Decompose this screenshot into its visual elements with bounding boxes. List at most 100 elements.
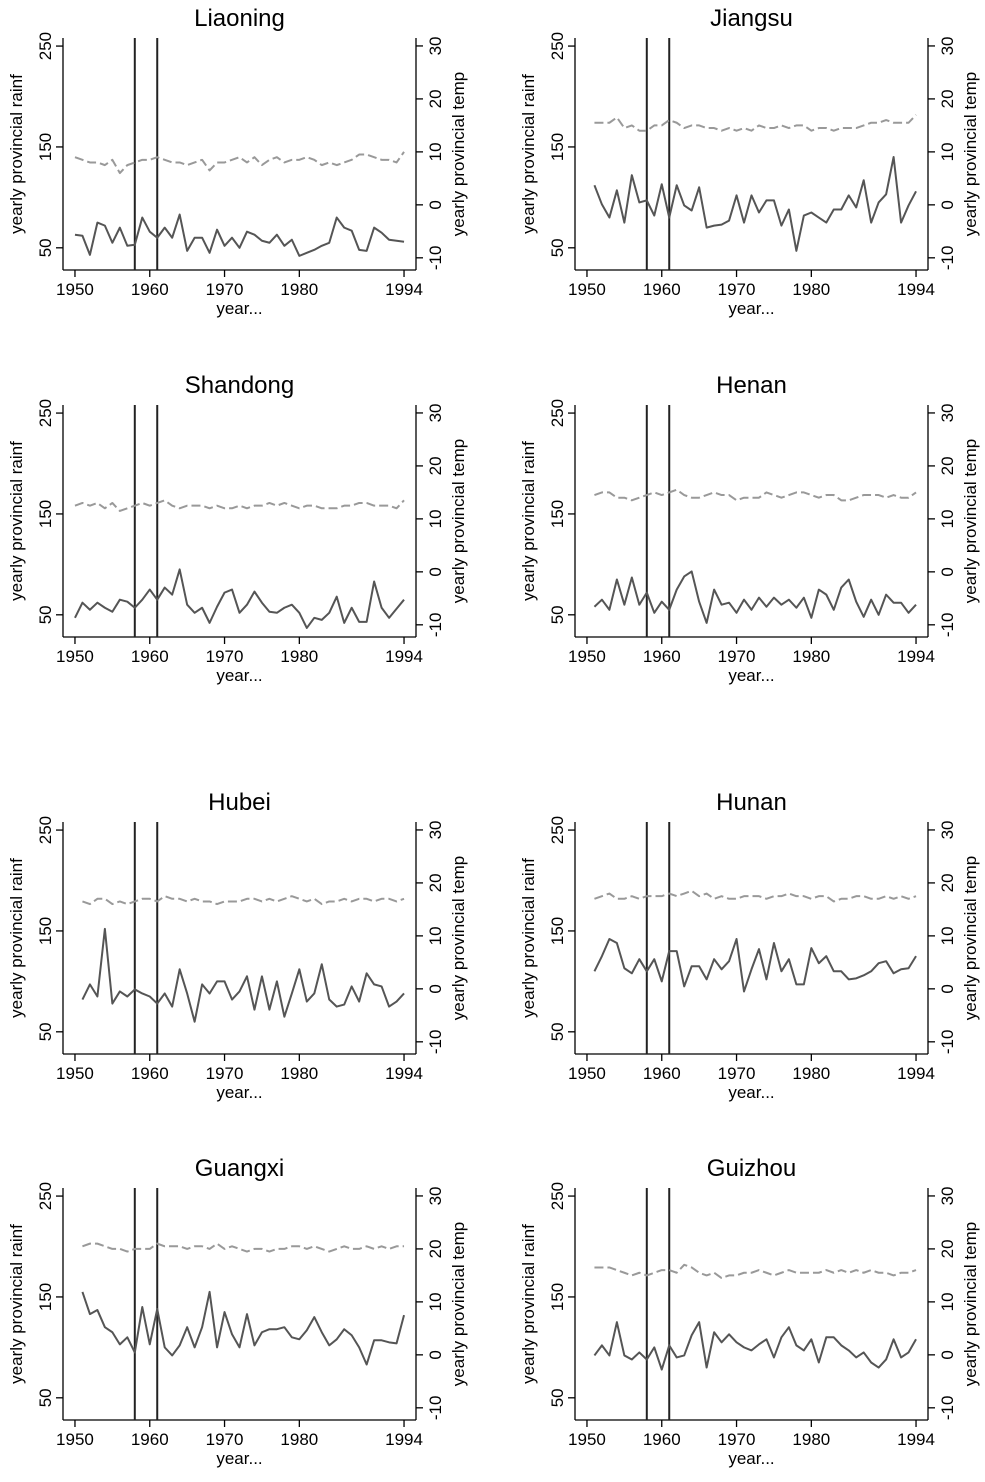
data-line xyxy=(81,927,405,1023)
y2-axis-label: yearly provincial temp xyxy=(961,856,980,1020)
x-tick-label: 1980 xyxy=(792,1064,830,1083)
data-line xyxy=(593,156,917,252)
x-tick-label: 1994 xyxy=(385,1430,423,1449)
y2-tick-label: 30 xyxy=(426,36,445,55)
y2-tick-label: 20 xyxy=(426,1239,445,1258)
x-tick-label: 1960 xyxy=(131,1064,169,1083)
panel: Guizhou 1950 1960 1970 1980 1994 50 150 250 -10 0 1… xyxy=(519,1155,980,1468)
x-axis-label: year... xyxy=(728,299,774,318)
y2-tick-label: 30 xyxy=(938,820,957,839)
x-tick-label: 1950 xyxy=(56,647,94,666)
y-tick-label: 50 xyxy=(36,1388,55,1407)
x-tick-label: 1980 xyxy=(792,1430,830,1449)
y2-tick-label: 10 xyxy=(426,926,445,945)
y2-tick-label: 0 xyxy=(938,1350,957,1359)
y-tick-label: 150 xyxy=(548,1283,567,1311)
x-axis-label: year... xyxy=(216,1449,262,1468)
y-tick-label: 50 xyxy=(548,605,567,624)
x-tick-label: 1970 xyxy=(718,1064,756,1083)
x-tick-label: 1994 xyxy=(385,280,423,299)
y2-tick-label: 30 xyxy=(938,403,957,422)
y2-tick-label: 30 xyxy=(938,1186,957,1205)
y2-tick-label: 10 xyxy=(938,1292,957,1311)
y-tick-label: 50 xyxy=(548,1388,567,1407)
y-tick-label: 250 xyxy=(36,32,55,60)
y-tick-label: 150 xyxy=(36,1283,55,1311)
y2-tick-label: -10 xyxy=(426,1396,445,1421)
y2-tick-label: -10 xyxy=(426,613,445,638)
x-axis-label: year... xyxy=(216,666,262,685)
y2-tick-label: 0 xyxy=(426,984,445,993)
y-tick-label: 50 xyxy=(548,1022,567,1041)
x-tick-label: 1950 xyxy=(568,1430,606,1449)
y-tick-label: 150 xyxy=(548,500,567,528)
y2-tick-label: 0 xyxy=(426,200,445,209)
x-tick-label: 1970 xyxy=(718,1430,756,1449)
x-tick-label: 1960 xyxy=(131,647,169,666)
y-axis-label: yearly provincial rainf xyxy=(7,1224,26,1384)
x-tick-label: 1970 xyxy=(718,647,756,666)
y-axis-label: yearly provincial rainf xyxy=(519,858,538,1018)
y-tick-label: 150 xyxy=(548,917,567,945)
y2-axis-label: yearly provincial temp xyxy=(449,72,468,236)
y2-tick-label: -10 xyxy=(938,613,957,638)
y2-tick-label: 0 xyxy=(938,984,957,993)
data-line xyxy=(74,568,405,629)
y2-tick-label: 30 xyxy=(938,36,957,55)
y2-tick-label: 0 xyxy=(938,567,957,576)
data-line xyxy=(82,895,405,906)
data-line xyxy=(74,499,405,512)
data-line xyxy=(593,938,917,993)
x-tick-label: 1980 xyxy=(280,280,318,299)
chart-title: Hubei xyxy=(208,789,271,816)
y2-tick-label: 20 xyxy=(426,456,445,475)
y2-tick-label: -10 xyxy=(426,1030,445,1055)
x-axis-label: year... xyxy=(728,1083,774,1102)
data-line xyxy=(594,488,917,502)
panel: Henan 1950 1960 1970 1980 1994 50 150 250 -10 0 10 2… xyxy=(519,372,980,685)
y2-tick-label: 30 xyxy=(426,820,445,839)
y-tick-label: 250 xyxy=(548,32,567,60)
y2-tick-label: 10 xyxy=(938,509,957,528)
panel: Hunan 1950 1960 1970 1980 1994 50 150 250 -10 0 10 2… xyxy=(519,789,980,1102)
y-axis-label: yearly provincial rainf xyxy=(519,74,538,234)
y-tick-label: 250 xyxy=(36,816,55,844)
y2-tick-label: 30 xyxy=(426,403,445,422)
y2-tick-label: 20 xyxy=(938,1239,957,1258)
y2-axis-label: yearly provincial temp xyxy=(961,1222,980,1386)
x-tick-label: 1994 xyxy=(897,1064,935,1083)
x-tick-label: 1980 xyxy=(792,647,830,666)
panel: Hubei 1950 1960 1970 1980 1994 50 150 250 -10 0 10 2… xyxy=(7,789,468,1102)
x-tick-label: 1950 xyxy=(568,280,606,299)
y2-tick-label: 0 xyxy=(426,567,445,576)
data-line xyxy=(593,570,917,624)
y-tick-label: 150 xyxy=(36,133,55,161)
x-tick-label: 1980 xyxy=(792,280,830,299)
y-tick-label: 150 xyxy=(36,917,55,945)
y2-tick-label: -10 xyxy=(938,1396,957,1421)
y2-tick-label: 0 xyxy=(938,200,957,209)
y2-tick-label: 10 xyxy=(426,1292,445,1311)
panel: Liaoning 1950 1960 1970 1980 1994 50 150 250 -10 0… xyxy=(7,5,468,318)
y2-tick-label: 20 xyxy=(938,873,957,892)
x-tick-label: 1970 xyxy=(206,1064,244,1083)
x-tick-label: 1980 xyxy=(280,1064,318,1083)
x-tick-label: 1970 xyxy=(206,1430,244,1449)
x-tick-label: 1960 xyxy=(643,647,681,666)
y-axis-label: yearly provincial rainf xyxy=(7,858,26,1018)
x-tick-label: 1970 xyxy=(206,280,244,299)
y-axis-label: yearly provincial rainf xyxy=(519,1224,538,1384)
data-line xyxy=(594,114,917,132)
x-tick-label: 1950 xyxy=(568,1064,606,1083)
x-axis-label: year... xyxy=(728,1449,774,1468)
y-tick-label: 50 xyxy=(548,238,567,257)
x-axis-label: year... xyxy=(728,666,774,685)
y2-tick-label: 10 xyxy=(426,509,445,528)
x-tick-label: 1994 xyxy=(897,1430,935,1449)
y-tick-label: 50 xyxy=(36,605,55,624)
y-tick-label: 250 xyxy=(36,1182,55,1210)
y-tick-label: 50 xyxy=(36,1022,55,1041)
data-line xyxy=(74,151,405,175)
